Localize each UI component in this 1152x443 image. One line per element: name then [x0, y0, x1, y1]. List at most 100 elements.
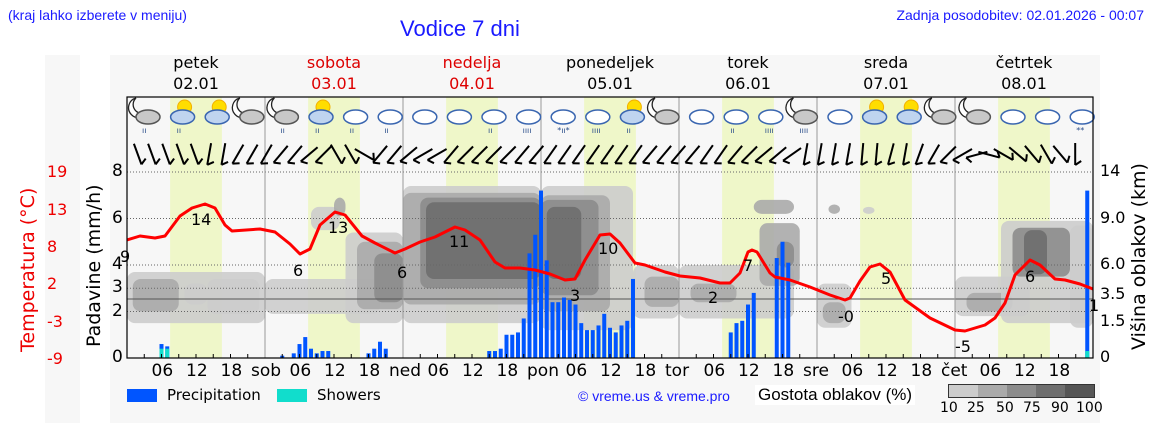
cloud-rain-icon: ıııı	[758, 109, 784, 135]
day-date: 02.01	[173, 74, 219, 93]
temperature-axis-panel	[45, 55, 80, 423]
svg-text:**: **	[1076, 126, 1084, 135]
x-tick-label: 12	[462, 361, 484, 381]
precipitation-tick: 2	[112, 300, 123, 321]
x-tick-label: 12	[1014, 361, 1036, 381]
day-separators	[264, 97, 956, 358]
svg-text:ıı: ıı	[315, 126, 319, 135]
svg-text:ıı: ıı	[177, 126, 181, 135]
x-tick-label: 18	[358, 361, 381, 381]
showers-legend-label: Showers	[317, 386, 381, 404]
showers-legend-swatch	[277, 389, 307, 402]
sun-cloud-icon	[204, 99, 230, 125]
cloud-light-rain-icon: ıı	[481, 109, 507, 135]
svg-text:ıııı: ıııı	[799, 126, 808, 135]
x-tick-label: 18	[910, 361, 933, 381]
wind-barbs	[132, 142, 1082, 166]
day-date: 08.01	[1001, 74, 1047, 93]
precipitation-tick: 0	[112, 347, 123, 367]
night-cloud-rain-icon: ıııı	[785, 97, 819, 135]
svg-text:9: 9	[120, 247, 130, 266]
day-name: četrtek	[995, 53, 1053, 72]
x-tick-label: 12	[876, 361, 898, 381]
last-update: Zadnja posodobitev: 02.01.2026 - 00:07	[896, 7, 1144, 23]
svg-text:ıı: ıı	[384, 126, 388, 135]
day-date: 07.01	[863, 74, 909, 93]
cloud-density-swatch	[1007, 385, 1036, 397]
day-name: sobota	[306, 53, 362, 72]
precipitation-legend-label: Precipitation	[167, 386, 261, 404]
x-tick-day-label: pon	[527, 361, 559, 381]
cloud-density-tick: 50	[996, 400, 1014, 416]
cloud-height-tick: 9.0	[1100, 207, 1126, 227]
night-cloud-icon	[646, 97, 680, 125]
temperature-line	[126, 202, 1094, 333]
temperature-tick: -9	[47, 349, 63, 368]
temperature-tick: 13	[47, 200, 68, 219]
x-tick-label: 06	[979, 361, 1002, 381]
x-tick-label: 06	[565, 361, 588, 381]
x-tick-label: 18	[634, 361, 657, 381]
day-name: sreda	[863, 53, 909, 72]
day-name: nedelja	[442, 53, 502, 72]
location-menu-hint: (kraj lahko izberete v meniju)	[8, 7, 187, 23]
svg-text:ıııı: ıııı	[523, 126, 532, 135]
sun-cloud-light-rain-icon: ıı	[308, 99, 334, 135]
cloud-icon	[688, 109, 715, 125]
night-cloud-light-rain-icon: ıı	[127, 97, 161, 135]
cloud-sleet-icon: *ıı*	[550, 109, 576, 135]
svg-text:10: 10	[598, 239, 618, 258]
weather-icons: ıı ıı ıı ıı ıı ıı ıı ıııı *ıı* ıııı ıı ıı ıııı ıııı **	[127, 97, 1095, 135]
x-tick-label: 18	[496, 361, 519, 381]
day-date: 04.01	[449, 74, 495, 93]
night-cloud-icon	[958, 97, 992, 125]
svg-text:-5: -5	[955, 337, 971, 356]
svg-text:3: 3	[570, 286, 580, 305]
x-tick-label: 06	[151, 361, 174, 381]
day-date: 03.01	[311, 74, 357, 93]
cloud-density-swatch	[949, 385, 978, 397]
svg-text:ıı: ıı	[350, 126, 354, 135]
copyright-link[interactable]: © vreme.us & vreme.pro	[578, 388, 730, 404]
cloud-snow-icon: **	[1069, 109, 1095, 135]
cloud-light-rain-icon: ıı	[342, 109, 369, 135]
svg-text:6: 6	[293, 261, 303, 280]
temperature-tick: 8	[47, 237, 58, 256]
precipitation-tick: 8	[112, 161, 123, 181]
cloud-density-tick: 10	[940, 400, 958, 416]
cloud-light-rain-icon: ıı	[723, 109, 749, 135]
sun-cloud-icon	[896, 99, 922, 125]
cloud-light-rain-icon: ıı	[377, 109, 403, 135]
svg-text:2: 2	[708, 288, 718, 307]
x-tick-label: 18	[220, 361, 243, 381]
svg-text:ıı: ıı	[488, 126, 492, 135]
night-cloud-light-rain-icon: ıı	[266, 97, 300, 135]
cloud-density-tick: 25	[967, 400, 985, 416]
cloud-density-tick: 75	[1023, 400, 1041, 416]
x-tick-label: 06	[427, 361, 450, 381]
temperature-tick: -3	[47, 312, 63, 331]
precipitation-tick: 3	[112, 277, 123, 298]
x-tick-label: 12	[324, 361, 346, 381]
x-tick-day-label: čet	[941, 361, 968, 381]
svg-text:ıı: ıı	[142, 126, 146, 135]
cloud-height-tick: 1.5	[1100, 310, 1126, 330]
day-name: torek	[727, 53, 769, 72]
cloud-density-label: Gostota oblakov (%)	[755, 385, 916, 405]
svg-text:1: 1	[1089, 296, 1099, 315]
x-tick-label: 06	[841, 361, 864, 381]
x-tick-label: 12	[186, 361, 208, 381]
svg-text:ıı: ıı	[280, 126, 284, 135]
precipitation-legend-swatch	[127, 389, 157, 402]
x-tick-label: 12	[738, 361, 760, 381]
cloud-rain-icon: ıııı	[585, 109, 611, 135]
svg-text:7: 7	[743, 256, 753, 275]
precipitation-tick: 6	[112, 207, 123, 228]
cloud-density-tick: 90	[1051, 400, 1069, 416]
x-tick-day-label: sob	[251, 361, 282, 381]
day-name: petek	[173, 53, 219, 72]
svg-text:6: 6	[1025, 267, 1035, 286]
cloud-height-tick: 0	[1100, 347, 1111, 366]
svg-text:13: 13	[328, 218, 348, 237]
cloud-icon	[412, 109, 438, 125]
